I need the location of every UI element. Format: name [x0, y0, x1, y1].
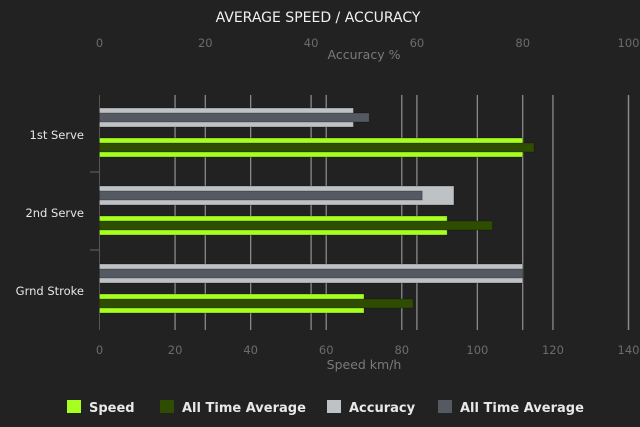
- top_axis-tick-label: 20: [198, 36, 213, 50]
- legend-item[interactable]: All Time Average: [160, 400, 306, 416]
- legend-label: Accuracy: [349, 401, 416, 416]
- category-label: 1st Serve: [30, 128, 84, 142]
- bar-all-time-average: [99, 298, 414, 309]
- bottom-axis-label: Speed km/h: [327, 357, 402, 372]
- legend-item[interactable]: All Time Average: [438, 400, 584, 416]
- bar-all-time-average: [99, 268, 524, 279]
- legend-label: All Time Average: [460, 401, 584, 416]
- legend-swatch: [67, 400, 81, 413]
- bottom_axis-tick-label: 20: [168, 343, 183, 357]
- bottom_axis-tick-label: 140: [618, 343, 640, 357]
- bar-all-time-average: [99, 142, 535, 153]
- bottom_axis-tick-label: 60: [319, 343, 334, 357]
- bottom_axis-tick-label: 100: [466, 343, 488, 357]
- category-label: 2nd Serve: [25, 206, 84, 220]
- bottom_axis-tick-label: 80: [394, 343, 409, 357]
- bottom_axis-tick-label: 0: [96, 343, 103, 357]
- bar-all-time-average: [99, 112, 370, 123]
- legend-item[interactable]: Speed: [67, 400, 135, 416]
- top_axis-tick-label: 0: [96, 36, 103, 50]
- category-label: Grnd Stroke: [16, 284, 84, 298]
- top_axis-tick-label: 40: [304, 36, 319, 50]
- top_axis-tick-label: 80: [515, 36, 530, 50]
- legend-swatch: [160, 400, 174, 413]
- bottom_axis-tick-label: 120: [542, 343, 564, 357]
- legend-swatch: [327, 400, 341, 413]
- bar-all-time-average: [99, 220, 493, 231]
- legend-item[interactable]: Accuracy: [327, 400, 416, 416]
- bar-all-time-average: [99, 190, 423, 201]
- bottom_axis-tick-label: 40: [243, 343, 258, 357]
- legend-label: Speed: [89, 401, 135, 416]
- legend-label: All Time Average: [182, 401, 306, 416]
- chart-title: AVERAGE SPEED / ACCURACY: [216, 10, 421, 26]
- top_axis-tick-label: 60: [410, 36, 425, 50]
- top-axis-label: Accuracy %: [328, 47, 401, 62]
- top_axis-tick-label: 100: [618, 36, 640, 50]
- legend-swatch: [438, 400, 452, 413]
